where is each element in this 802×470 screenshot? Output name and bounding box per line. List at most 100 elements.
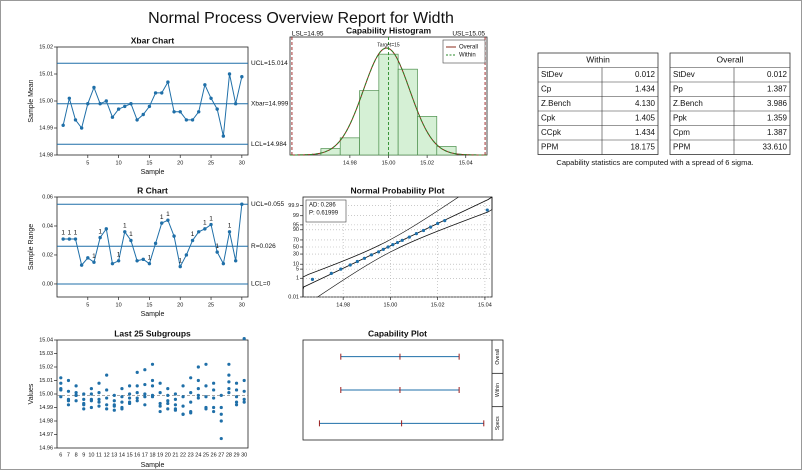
data-point (173, 403, 178, 407)
data-point (166, 80, 170, 84)
y-tick-label: 15.00 (39, 98, 53, 104)
data-point (82, 407, 86, 411)
x-tick-label: 16 (134, 452, 140, 458)
control-limit-label: UCL=0.055 (251, 201, 284, 208)
data-point (97, 400, 101, 404)
data-point (184, 118, 189, 122)
table-value: 1.387 (767, 128, 788, 137)
table-label: Z.Bench (673, 99, 703, 108)
table-label: PPM (673, 142, 691, 151)
data-point (158, 409, 162, 414)
data-point (339, 267, 343, 271)
table-label: CCpk (541, 128, 562, 137)
data-point (67, 96, 72, 101)
series-line (62, 73, 243, 137)
data-point (240, 202, 244, 206)
data-point (153, 91, 158, 95)
test-flag: 1 (92, 253, 96, 260)
data-point (112, 408, 116, 412)
data-point (135, 118, 139, 122)
data-point (196, 396, 200, 400)
test-flag: 1 (68, 230, 72, 237)
test-flag: 1 (74, 230, 78, 237)
y-tick-label: 14.97 (39, 432, 53, 438)
x-tick-label: 18 (149, 452, 155, 458)
data-point (196, 387, 200, 391)
data-point (166, 387, 170, 391)
y-tick-label: 1 (296, 276, 299, 282)
test-flag: 1 (148, 254, 152, 261)
test-flag: 1 (129, 231, 133, 238)
y-axis-label: Sample Mean (28, 79, 35, 122)
x-tick-label: 30 (239, 302, 245, 308)
data-point (212, 381, 216, 385)
data-point (116, 259, 121, 263)
plot-frame (302, 339, 504, 441)
chart-title: Capability Plot (368, 328, 427, 338)
chart-title: Xbar Chart (131, 35, 175, 45)
table-value: 4.130 (635, 99, 656, 108)
control-limit-label: LCL=14.984 (251, 141, 287, 148)
x-tick-label: 26 (211, 452, 217, 458)
test-flag: 1 (61, 230, 65, 237)
test-flag: 1 (166, 211, 170, 218)
y-tick-label: 14.99 (39, 125, 53, 131)
data-point (215, 107, 219, 111)
data-point (74, 391, 78, 395)
data-point (135, 399, 139, 403)
y-tick-label: 14.99 (39, 405, 53, 411)
data-point (74, 393, 78, 397)
data-point (166, 399, 170, 403)
x-axis-label: Sample (141, 169, 165, 176)
data-point (400, 238, 404, 242)
data-point (66, 403, 71, 407)
stats-label: P: 0.61999 (309, 211, 339, 217)
data-point (59, 381, 63, 385)
spec-limit-label: LSL=14.95 (292, 31, 324, 38)
data-point (189, 391, 193, 395)
data-point (234, 388, 239, 392)
data-point (227, 230, 232, 234)
table-frame (669, 52, 791, 155)
y-tick-label: 15.04 (39, 337, 53, 343)
y-tick-label: 15.01 (39, 71, 53, 77)
data-point (196, 393, 200, 397)
data-point (391, 243, 395, 247)
data-point (485, 208, 489, 212)
table-value: 0.012 (767, 70, 788, 79)
x-tick-label: 21 (172, 452, 178, 458)
x-tick-label: 20 (177, 160, 183, 166)
data-point (150, 362, 155, 366)
x-tick-label: 7 (67, 452, 70, 458)
data-point (189, 400, 193, 404)
data-point (227, 373, 231, 377)
data-point (158, 381, 162, 385)
data-point (204, 395, 208, 399)
y-tick-label: 99 (293, 213, 299, 219)
x-tick-label: 12 (104, 452, 110, 458)
data-point (158, 401, 162, 406)
data-point (233, 102, 238, 106)
confidence-band (317, 197, 493, 298)
x-tick-label: 22 (180, 452, 186, 458)
table-label: Pp (673, 84, 683, 93)
data-point (215, 250, 219, 254)
data-point (395, 240, 400, 245)
data-point (189, 411, 193, 415)
data-point (143, 368, 147, 372)
data-point (59, 376, 63, 380)
x-tick-label: 10 (116, 302, 122, 308)
legend-box (442, 39, 486, 64)
test-flag: 1 (123, 223, 127, 230)
chart-title: Last 25 Subgroups (114, 328, 191, 338)
stats-label: AD: 0.286 (309, 203, 336, 209)
data-point (104, 99, 108, 103)
x-tick-label: 20 (165, 452, 171, 458)
table-header: Within (586, 55, 610, 65)
data-point (105, 373, 109, 377)
data-point (66, 399, 71, 403)
data-point (153, 241, 158, 246)
data-point (234, 403, 239, 407)
x-tick-label: 14.98 (343, 160, 357, 166)
row-label: Specs (495, 416, 501, 430)
